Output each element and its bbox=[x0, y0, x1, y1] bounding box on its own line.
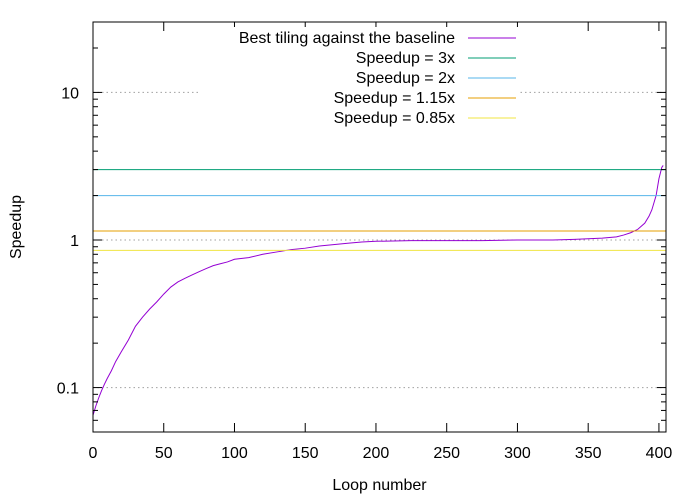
x-tick-label: 0 bbox=[89, 445, 98, 462]
y-axis-label: Speedup bbox=[8, 195, 25, 259]
legend-background bbox=[200, 107, 520, 127]
legend-label: Speedup = 2x bbox=[356, 70, 455, 87]
x-tick-label: 50 bbox=[155, 445, 173, 462]
x-tick-label: 200 bbox=[363, 445, 390, 462]
y-tick-label: 1 bbox=[70, 233, 79, 250]
legend-label: Speedup = 3x bbox=[356, 50, 455, 67]
grid-lines bbox=[93, 91, 666, 389]
legend: Best tiling against the baseline Speedup … bbox=[200, 27, 520, 127]
series-layer bbox=[92, 165, 666, 416]
x-tick-label: 300 bbox=[504, 445, 531, 462]
x-tick-label: 150 bbox=[292, 445, 319, 462]
x-tick-label: 250 bbox=[433, 445, 460, 462]
legend-background bbox=[200, 47, 520, 67]
legend-background bbox=[200, 27, 520, 47]
legend-background bbox=[200, 87, 520, 107]
x-axis-label: Loop number bbox=[332, 477, 427, 494]
plot-frame bbox=[92, 21, 667, 433]
y-tick-label: 0.1 bbox=[57, 381, 79, 398]
legend-label: Best tiling against the baseline bbox=[239, 30, 455, 47]
legend-label: Speedup = 1.15x bbox=[334, 90, 455, 107]
y-tick-label: 10 bbox=[61, 85, 79, 102]
series-line bbox=[92, 165, 664, 416]
legend-label: Speedup = 0.85x bbox=[334, 110, 455, 127]
legend-background bbox=[200, 67, 520, 87]
x-tick-label: 350 bbox=[575, 445, 602, 462]
x-tick-label: 400 bbox=[646, 445, 673, 462]
x-tick-label: 100 bbox=[221, 445, 248, 462]
